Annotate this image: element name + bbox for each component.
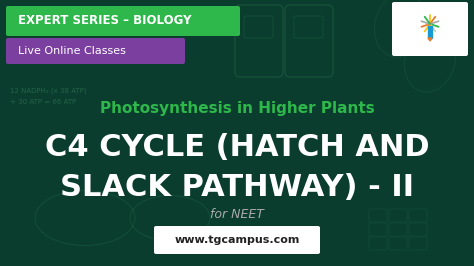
Text: C4 CYCLE (HATCH AND: C4 CYCLE (HATCH AND xyxy=(45,134,429,163)
Text: for NEET: for NEET xyxy=(210,209,264,222)
Text: 12 NADPH₂ (x 38 ATP): 12 NADPH₂ (x 38 ATP) xyxy=(10,87,87,94)
Polygon shape xyxy=(428,38,432,41)
Text: www.tgcampus.com: www.tgcampus.com xyxy=(174,235,300,245)
FancyBboxPatch shape xyxy=(6,6,240,36)
Text: Photosynthesis in Higher Plants: Photosynthesis in Higher Plants xyxy=(100,101,374,115)
FancyBboxPatch shape xyxy=(154,226,320,254)
Text: Live Online Classes: Live Online Classes xyxy=(18,46,126,56)
Text: + 30 ATP = 66 ATP: + 30 ATP = 66 ATP xyxy=(10,99,76,105)
FancyBboxPatch shape xyxy=(392,2,468,56)
FancyBboxPatch shape xyxy=(6,38,185,64)
Bar xyxy=(428,26,432,38)
Text: EXPERT SERIES – BIOLOGY: EXPERT SERIES – BIOLOGY xyxy=(18,15,191,27)
Text: SLACK PATHWAY) - II: SLACK PATHWAY) - II xyxy=(60,173,414,202)
